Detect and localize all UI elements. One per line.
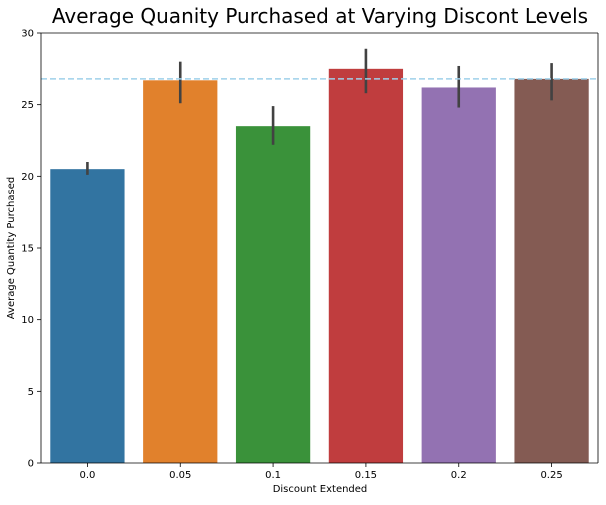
plot-area: 0 5 10 15 20 25 30 0.0 0.05 0.1 0.15 0.2 0.25: [21, 29, 599, 481]
y-tick-label: 30: [21, 29, 34, 40]
x-tick-label: 0.2: [451, 470, 467, 481]
x-tick-label: 0.05: [169, 470, 191, 481]
y-axis-label: Average Quantity Purchased: [6, 177, 17, 319]
bar-0.1: [235, 126, 311, 464]
x-tick-label: 0.15: [355, 470, 377, 481]
y-tick-label: 5: [28, 387, 34, 398]
y-tick-label: 10: [21, 315, 34, 326]
bar-0.05: [143, 80, 218, 464]
y-tick-label: 0: [28, 459, 34, 470]
bar-0.15: [328, 68, 404, 463]
bar-0.0: [50, 169, 125, 463]
bar-0.25: [514, 78, 589, 463]
x-tick-label: 0.25: [540, 470, 562, 481]
chart-title: Average Quanity Purchased at Varying Dis…: [52, 4, 588, 28]
x-axis-label: Discount Extended: [273, 484, 368, 495]
x-tick-label: 0.0: [79, 470, 95, 481]
y-tick-label: 15: [21, 244, 34, 255]
y-tick-label: 20: [21, 172, 34, 183]
x-tick-label: 0.1: [265, 470, 281, 481]
y-tick-label: 25: [21, 100, 34, 111]
bar-0.2: [421, 87, 496, 463]
